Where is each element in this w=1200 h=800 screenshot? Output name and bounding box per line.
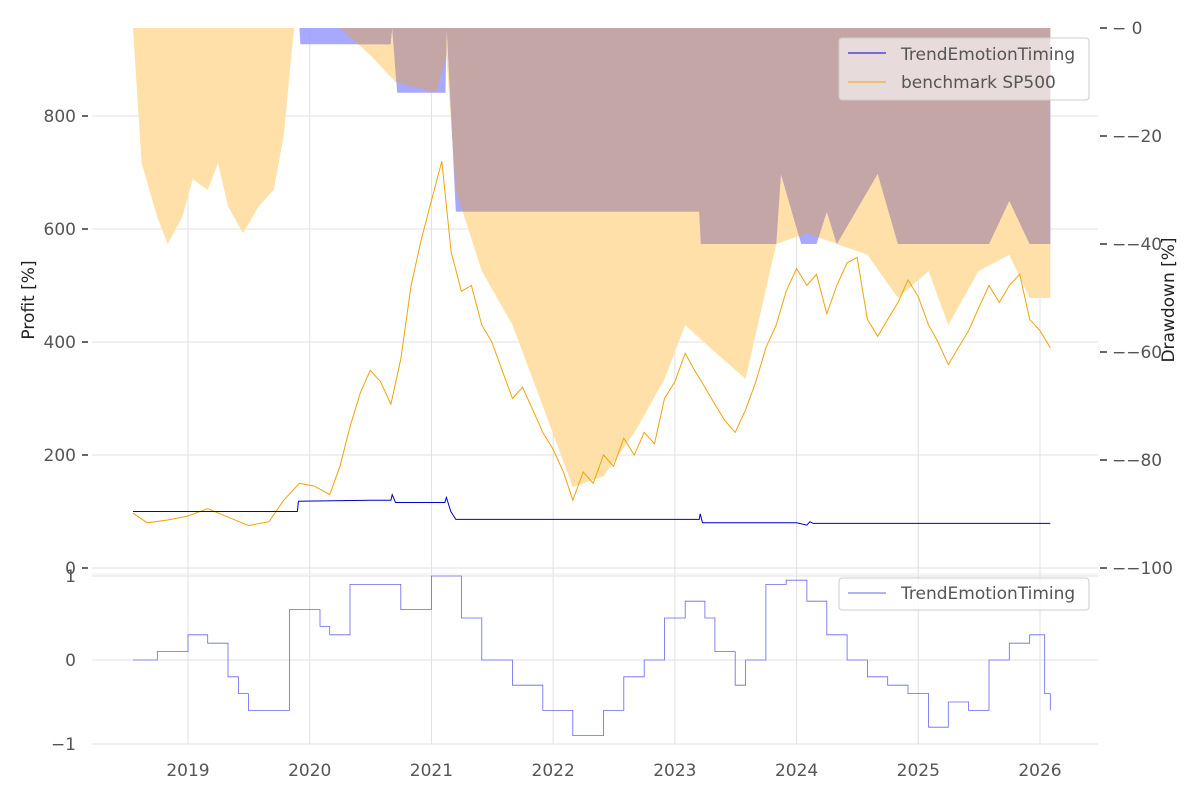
legend-label-benchmark: benchmark SP500 [901, 73, 1056, 93]
profit-axis-title: Profit [%] [19, 260, 39, 339]
x-tick-label: 2019 [166, 761, 209, 781]
drawdown-tick-label: −−80 [1112, 451, 1162, 471]
drawdown-axis-title: Drawdown [%] [1159, 237, 1179, 362]
signal-tick-label: 1 [65, 567, 76, 587]
drawdown-tick-label: − 0 [1112, 19, 1142, 39]
x-tick-label: 2022 [532, 761, 575, 781]
profit-tick-label: 0 [65, 559, 76, 579]
x-tick-label: 2026 [1018, 761, 1061, 781]
signal-line-trend [133, 575, 1051, 736]
axes: 2019 2020 2021 2022 2023 2024 2025 2026 0 200 400 6… [44, 19, 1173, 781]
drawdown-tick-label: −−20 [1112, 127, 1162, 147]
profit-tick-label: 600 [44, 220, 76, 240]
drawdown-areas [133, 28, 1051, 487]
profit-tick-label: 200 [44, 446, 76, 466]
profit-tick-label: 400 [44, 333, 76, 353]
profit-line-benchmark [132, 161, 1051, 527]
x-tick-label: 2024 [775, 761, 818, 781]
drawdown-tick-label: −−60 [1112, 343, 1162, 363]
x-tick-label: 2025 [897, 761, 940, 781]
profit-tick-label: 800 [44, 107, 76, 127]
x-tick-label: 2021 [410, 761, 453, 781]
signal-tick-label: 0 [65, 651, 76, 671]
drawdown-tick-label: −−100 [1112, 559, 1173, 579]
profit-lines [132, 161, 1051, 527]
x-tick-label: 2023 [653, 761, 696, 781]
signal-tick-label: −1 [51, 735, 76, 755]
legend-label-signal: TrendEmotionTiming [900, 584, 1075, 604]
x-tick-label: 2020 [288, 761, 331, 781]
drawdown-area-overlap [133, 28, 1051, 244]
legend-top: TrendEmotionTiming benchmark SP500 [838, 37, 1090, 101]
profit-line-trend [133, 492, 1051, 526]
legend-bottom: TrendEmotionTiming [838, 577, 1090, 611]
legend-label-trend: TrendEmotionTiming [900, 45, 1075, 65]
signal-line [133, 575, 1051, 736]
drawdown-tick-label: −−40 [1112, 235, 1162, 255]
